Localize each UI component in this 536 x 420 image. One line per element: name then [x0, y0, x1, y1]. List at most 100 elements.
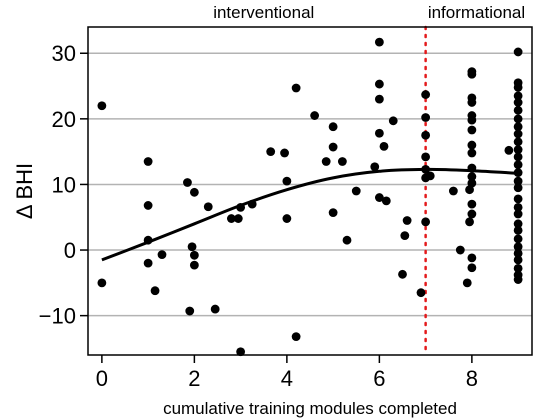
data-point [97, 101, 107, 111]
data-point [337, 157, 347, 166]
data-point [513, 176, 523, 186]
x-tick-label: 0 [96, 366, 108, 391]
x-tick-label: 6 [373, 366, 385, 391]
data-point [189, 187, 199, 197]
data-point [291, 83, 301, 93]
data-point [398, 269, 407, 279]
data-point [513, 122, 523, 132]
data-point [462, 278, 472, 288]
data-point [467, 263, 477, 273]
data-point [187, 242, 197, 252]
data-point [467, 199, 477, 209]
data-point [210, 304, 220, 314]
data-point [342, 235, 352, 245]
data-point [157, 250, 167, 260]
data-point [513, 145, 523, 155]
y-tick-label: 10 [52, 172, 76, 197]
data-point [381, 196, 391, 206]
data-point [421, 113, 431, 122]
fit-curve-path [101, 167, 519, 262]
data-point [513, 194, 523, 204]
data-point [467, 209, 477, 219]
data-point [328, 142, 338, 152]
data-point [282, 214, 292, 223]
data-point [513, 129, 523, 139]
x-axis-title: cumulative training modules completed [163, 399, 457, 418]
data-point [150, 286, 160, 296]
fit-curve [101, 167, 519, 262]
data-point [425, 171, 435, 181]
data-point [513, 264, 523, 273]
data-point [421, 152, 431, 162]
data-point [513, 275, 523, 284]
data-point [467, 98, 477, 107]
data-point [351, 186, 361, 196]
data-point [189, 250, 199, 260]
data-point [513, 183, 523, 193]
y-tick-label: 20 [52, 107, 76, 132]
data-point [513, 137, 523, 147]
y-axis-ticks: −10 0 10 20 30 [39, 41, 88, 329]
data-point [513, 219, 523, 229]
data-point [402, 216, 412, 225]
data-point [226, 214, 236, 223]
data-point [421, 90, 431, 99]
data-point [513, 225, 523, 235]
data-point [513, 160, 523, 170]
data-point [467, 178, 477, 188]
y-tick-label: −10 [39, 304, 76, 329]
y-tick-label: 30 [52, 41, 76, 66]
data-point [504, 145, 514, 155]
data-point [282, 176, 292, 186]
data-point [189, 260, 199, 270]
x-tick-label: 8 [466, 366, 478, 391]
data-point [185, 306, 195, 316]
y-tick-label: 0 [64, 238, 76, 263]
data-point [513, 203, 523, 212]
x-tick-label: 2 [188, 366, 200, 391]
data-point [513, 248, 523, 258]
data-point [374, 128, 384, 138]
data-point [233, 214, 243, 223]
data-point [513, 242, 523, 252]
data-point [513, 91, 523, 101]
data-point [400, 231, 410, 241]
data-point [467, 148, 477, 158]
data-point [467, 140, 477, 150]
data-point [374, 79, 384, 89]
data-point [328, 208, 338, 218]
region-label: interventional [213, 3, 314, 22]
data-point [465, 217, 474, 227]
data-point [374, 37, 384, 47]
data-point [203, 202, 213, 212]
data-point [321, 157, 331, 166]
data-point [143, 201, 153, 210]
data-point [379, 141, 389, 151]
data-point [236, 347, 246, 357]
x-tick-label: 4 [281, 366, 293, 391]
data-point [513, 152, 523, 162]
data-point [421, 217, 431, 227]
data-point [374, 193, 384, 202]
data-point [291, 332, 301, 342]
data-point [280, 148, 289, 158]
data-point [370, 162, 380, 172]
data-point [143, 258, 153, 268]
annotations: interventional informational [213, 3, 525, 22]
data-point [388, 116, 398, 126]
data-point [513, 105, 523, 115]
data-points [97, 37, 523, 357]
data-point [467, 125, 477, 135]
region-label: informational [428, 3, 525, 22]
data-point [421, 130, 431, 140]
x-axis-ticks: 0 2 4 6 8 [96, 355, 478, 391]
data-point [467, 69, 477, 79]
data-point [513, 82, 523, 92]
data-point [513, 209, 523, 219]
data-point [374, 94, 384, 104]
data-point [513, 255, 523, 265]
data-point [416, 288, 426, 298]
data-point [97, 278, 107, 288]
data-point [513, 98, 523, 107]
